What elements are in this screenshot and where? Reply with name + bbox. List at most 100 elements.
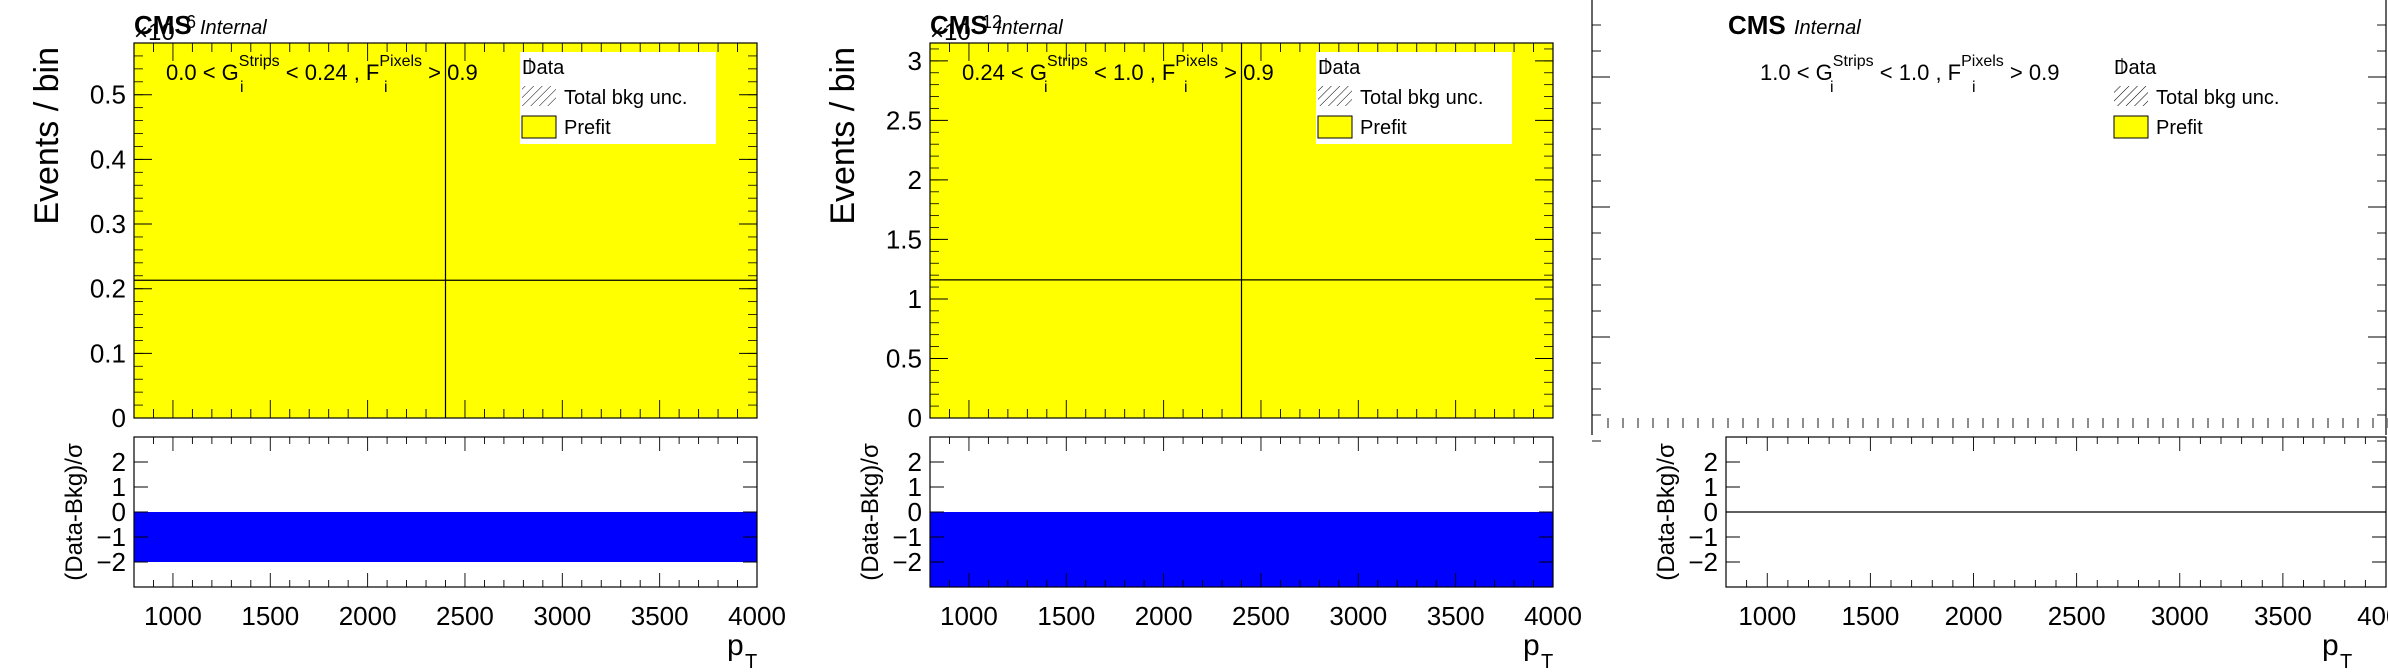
legend-prefit-swatch bbox=[2113, 115, 2149, 139]
ratio-ytick-label: 0 bbox=[1704, 497, 1718, 527]
region-label: 0.24 < GStrips < 1.0 , FPixels > 0.9 bbox=[962, 53, 1274, 85]
xtick-label: 4000 bbox=[1524, 601, 1582, 631]
ratio-ytick-label: −1 bbox=[96, 522, 126, 552]
region-label-part: > 0.9 bbox=[2004, 60, 2060, 85]
xtick-label: 2500 bbox=[436, 601, 494, 631]
x-axis-title: p bbox=[727, 629, 744, 662]
region-label-part: 1.0 < G bbox=[1760, 60, 1833, 85]
region-subscript: i bbox=[1830, 79, 1834, 96]
xtick-label: 2500 bbox=[1232, 601, 1290, 631]
ratio-ytick-label: 0 bbox=[112, 497, 126, 527]
legend-unc-swatch bbox=[1318, 86, 1352, 106]
xtick-label: 4000 bbox=[2357, 601, 2388, 631]
ratio-pad: 210−1−2 1000 1500 2000 2500 3000 3500 4000 (Data… bbox=[1653, 436, 2388, 672]
ratio-ytick-label: 1 bbox=[908, 472, 922, 502]
xtick-label: 3000 bbox=[2151, 601, 2209, 631]
xtick-label: 4000 bbox=[728, 601, 786, 631]
legend-unc-label: Total bkg unc. bbox=[1360, 87, 1483, 109]
region-label: 0.0 < GStrips < 0.24 , FPixels > 0.9 bbox=[166, 53, 478, 85]
region-label-part: Pixels bbox=[1175, 53, 1218, 70]
x-axis-title-subscript: T bbox=[1541, 651, 1553, 672]
ratio-pad: 210−1−2 1000 1500 2000 2500 3000 3500 4000 (Data… bbox=[857, 436, 1582, 672]
region-label-part: < 1.0 , F bbox=[1874, 60, 1961, 85]
xtick-label: 3500 bbox=[2254, 601, 2312, 631]
legend-unc-swatch bbox=[2114, 86, 2148, 106]
xtick-label: 3500 bbox=[631, 601, 689, 631]
panel-middle: 0 0.5 1 1.5 2 2.5 3 Events / bin CMS Internal ×10 1… bbox=[824, 10, 1582, 672]
cms-label: CMS bbox=[930, 10, 988, 40]
region-subscript: i bbox=[1184, 79, 1188, 96]
ratio-y-axis-title: (Data-Bkg)/σ bbox=[61, 443, 88, 581]
panel-left: 0 0.1 0.2 0.3 0.4 0.5 Events / bin CMS Internal ×… bbox=[28, 10, 786, 672]
cms-label: CMS bbox=[134, 10, 192, 40]
ytick-label: 0.1 bbox=[90, 338, 126, 368]
ratio-ytick-label: 1 bbox=[1704, 472, 1718, 502]
exponent-power: 12 bbox=[982, 12, 1002, 32]
xtick-label: 1000 bbox=[940, 601, 998, 631]
legend-unc-swatch bbox=[522, 86, 556, 106]
prefit-bin-0 bbox=[134, 43, 446, 418]
ratio-ytick-label: 0 bbox=[908, 497, 922, 527]
ratio-y-axis-title: (Data-Bkg)/σ bbox=[857, 443, 884, 581]
xtick-label: 1500 bbox=[241, 601, 299, 631]
ratio-ytick-label: −1 bbox=[892, 522, 922, 552]
region-label-part: > 0.9 bbox=[422, 60, 478, 85]
legend-data-label: Data bbox=[1318, 57, 1361, 79]
cms-sublabel: Internal bbox=[996, 17, 1063, 39]
ratio-ytick-label: 1 bbox=[112, 472, 126, 502]
ratio-ytick-label: 2 bbox=[112, 447, 126, 477]
exponent-label: ×10 bbox=[930, 19, 971, 46]
ratio-y-axis-title: (Data-Bkg)/σ bbox=[1653, 443, 1680, 581]
xtick-label: 1000 bbox=[1738, 601, 1796, 631]
legend-data-label: Data bbox=[522, 57, 565, 79]
ratio-ytick-label: −2 bbox=[1688, 547, 1718, 577]
region-label-part: > 0.9 bbox=[1218, 60, 1274, 85]
y-axis-title: Events / bin bbox=[28, 47, 66, 225]
ytick-label: 0.4 bbox=[90, 144, 126, 174]
legend-unc-label: Total bkg unc. bbox=[2156, 87, 2279, 109]
ytick-label: 2.5 bbox=[886, 105, 922, 135]
ytick-label: 0 bbox=[112, 403, 126, 433]
xtick-label: 2000 bbox=[1945, 601, 2003, 631]
ratio-band bbox=[134, 512, 757, 562]
x-axis-title: p bbox=[2322, 629, 2339, 662]
legend-prefit-label: Prefit bbox=[564, 117, 611, 139]
exponent-power: 6 bbox=[186, 12, 196, 32]
region-label-part: 0.24 < G bbox=[962, 60, 1047, 85]
cms-sublabel: Internal bbox=[200, 17, 267, 39]
ratio-ytick-label: −2 bbox=[892, 547, 922, 577]
ytick-label: 2 bbox=[908, 165, 922, 195]
ratio-pad: 210−1−2 1000 1500 2000 2500 3000 3500 4000 (Data… bbox=[61, 436, 786, 672]
region-label-part: < 1.0 , F bbox=[1088, 60, 1175, 85]
xtick-label: 2000 bbox=[339, 601, 397, 631]
ytick-label: 1 bbox=[908, 284, 922, 314]
region-label: 1.0 < GStrips < 1.0 , FPixels > 0.9 bbox=[1760, 53, 2059, 85]
region-label-part: Strips bbox=[1833, 53, 1874, 70]
ratio-ytick-label: 2 bbox=[908, 447, 922, 477]
legend-prefit-label: Prefit bbox=[1360, 117, 1407, 139]
ytick-label: 0.2 bbox=[90, 274, 126, 304]
legend-data-label: Data bbox=[2114, 57, 2157, 79]
region-subscript: i bbox=[240, 79, 244, 96]
cms-label: CMS bbox=[1728, 10, 1786, 40]
ytick-label: 1.5 bbox=[886, 224, 922, 254]
region-label-part: Strips bbox=[239, 53, 280, 70]
x-axis-title-subscript: T bbox=[745, 651, 757, 672]
ytick-label: 0.5 bbox=[90, 80, 126, 110]
region-subscript: i bbox=[384, 79, 388, 96]
xtick-label: 1500 bbox=[1037, 601, 1095, 631]
region-label-part: < 0.24 , F bbox=[280, 60, 380, 85]
panel-right: CMS Internal 1.0 < GStrips < 1.0 , FPixels… bbox=[1591, 0, 2388, 672]
cms-sublabel: Internal bbox=[1794, 17, 1861, 39]
ratio-ytick-label: 2 bbox=[1704, 447, 1718, 477]
ratio-band bbox=[930, 512, 1553, 587]
region-subscript: i bbox=[1044, 79, 1048, 96]
x-axis-title: p bbox=[1523, 629, 1540, 662]
region-label-part: Strips bbox=[1047, 53, 1088, 70]
region-label-part: Pixels bbox=[1961, 53, 2004, 70]
region-label-part: Pixels bbox=[379, 53, 422, 70]
region-label-part: 0.0 < G bbox=[166, 60, 239, 85]
ytick-label: 0.3 bbox=[90, 209, 126, 239]
legend-prefit-label: Prefit bbox=[2156, 117, 2203, 139]
